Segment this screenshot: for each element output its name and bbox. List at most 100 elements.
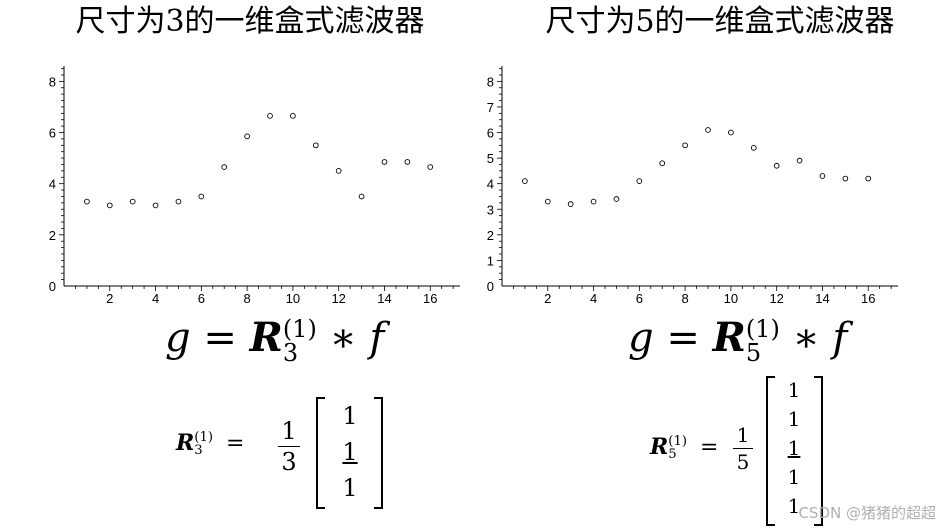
y-tick-label: 3 <box>487 202 494 217</box>
data-point <box>290 113 296 119</box>
matrix-equals-sign: = <box>225 431 245 456</box>
left-scatter-plot: 2 4 6 8 10 12 14 16 0 2 4 6 8 <box>49 66 460 306</box>
data-point <box>842 175 849 182</box>
matrix-superscript: (1) <box>668 433 687 449</box>
y-tick-label: 8 <box>49 74 56 89</box>
right-convolution-equation: g = R (1) 5 ∗ f <box>628 314 847 365</box>
x-tick-label: 14 <box>377 291 391 306</box>
data-point <box>175 198 182 205</box>
y-tick-label: 6 <box>487 126 494 141</box>
eq-filter-subscript: 3 <box>282 339 299 367</box>
eq-filter-superscript: (1) <box>745 315 780 343</box>
matrix-symbol: R <box>176 430 195 456</box>
data-point <box>796 157 803 164</box>
data-point <box>106 202 113 209</box>
y-tick-label: 4 <box>487 177 494 192</box>
x-tick-label: 6 <box>636 291 643 306</box>
left-convolution-equation: g = R (1) 3 ∗ f <box>165 314 384 365</box>
x-tick-label: 4 <box>590 291 597 306</box>
matrix-subscript: 5 <box>668 447 677 462</box>
left-matrix-label: R (1) 3 = <box>176 430 244 457</box>
data-point <box>682 142 688 149</box>
data-point <box>544 198 551 205</box>
data-point <box>335 168 342 174</box>
data-point <box>567 201 574 207</box>
eq-output-symbol: g <box>165 315 191 361</box>
x-tick-label: 12 <box>331 291 345 306</box>
data-point <box>84 198 90 205</box>
watermark: CSDN @猪猪的超超 <box>798 504 936 522</box>
x-tick-label: 12 <box>769 291 783 306</box>
left-filter-vector: 1 1 1 <box>330 398 370 506</box>
eq-output-symbol: g <box>628 315 654 361</box>
x-tick-label: 4 <box>152 291 159 306</box>
x-tick-label: 14 <box>815 291 829 306</box>
data-point <box>381 159 388 165</box>
data-point <box>636 178 643 184</box>
fraction-denominator: 5 <box>736 450 750 474</box>
x-tick-label: 10 <box>724 291 738 306</box>
y-tick-label: 0 <box>49 279 56 294</box>
data-point <box>659 160 666 167</box>
data-point <box>404 159 411 165</box>
data-point <box>358 193 365 200</box>
vector-entry: 1 <box>787 378 801 402</box>
right-filter-vector: 1 1 1 1 1 <box>778 376 810 521</box>
right-bracket <box>814 376 823 526</box>
matrix-equals-sign: = <box>699 435 719 460</box>
eq-equals-sign: = <box>666 315 700 361</box>
matrix-subscript: 3 <box>194 443 203 458</box>
y-tick-label: 0 <box>487 279 494 294</box>
fraction-numerator: 1 <box>736 423 750 447</box>
y-tick-label: 2 <box>49 228 56 243</box>
vector-entry: 1 <box>342 474 358 502</box>
vector-entry: 1 <box>342 402 358 430</box>
vector-entry: 1 <box>787 407 801 431</box>
data-point <box>728 129 734 136</box>
data-point <box>312 142 319 149</box>
left-bracket <box>766 376 775 526</box>
vector-entry: 1 <box>342 438 358 466</box>
fraction-numerator: 1 <box>281 417 297 445</box>
right-figure-title: 尺寸为5的一维盒式滤波器 <box>545 4 895 39</box>
data-point <box>427 164 434 170</box>
eq-filter-symbol: R <box>249 314 283 361</box>
x-tick-label: 16 <box>861 291 875 306</box>
vector-entry: 1 <box>787 494 801 518</box>
data-point <box>152 202 159 209</box>
vector-entry: 1 <box>787 436 801 460</box>
eq-input-symbol: f <box>832 315 848 361</box>
left-bracket <box>316 397 325 509</box>
eq-filter-symbol: R <box>712 314 746 361</box>
data-point <box>221 164 228 170</box>
eq-convolution-operator: ∗ <box>792 315 820 361</box>
y-tick-label: 5 <box>487 151 494 166</box>
matrix-superscript: (1) <box>194 429 213 445</box>
right-matrix-label: R (1) 5 = <box>650 434 718 461</box>
matrix-symbol: R <box>650 434 669 460</box>
left-scale-fraction: 1 3 <box>278 418 300 475</box>
left-figure-title: 尺寸为3的一维盒式滤波器 <box>75 4 425 39</box>
x-tick-label: 8 <box>682 291 689 306</box>
data-point <box>613 196 620 202</box>
y-tick-label: 1 <box>487 253 494 268</box>
y-tick-label: 2 <box>487 228 494 243</box>
x-tick-label: 10 <box>286 291 300 306</box>
y-tick-label: 4 <box>49 177 56 192</box>
x-tick-label: 16 <box>423 291 437 306</box>
eq-input-symbol: f <box>369 315 385 361</box>
x-tick-label: 2 <box>544 291 551 306</box>
data-point <box>522 178 528 184</box>
y-tick-label: 6 <box>49 126 56 141</box>
eq-convolution-operator: ∗ <box>329 315 357 361</box>
vector-entry: 1 <box>787 465 801 489</box>
data-point <box>590 198 597 205</box>
eq-filter-superscript: (1) <box>282 315 317 343</box>
right-scale-fraction: 1 5 <box>733 424 753 473</box>
data-point <box>705 127 711 133</box>
data-point <box>244 133 250 140</box>
x-tick-label: 6 <box>198 291 205 306</box>
data-point <box>750 145 757 151</box>
data-point <box>129 198 136 205</box>
